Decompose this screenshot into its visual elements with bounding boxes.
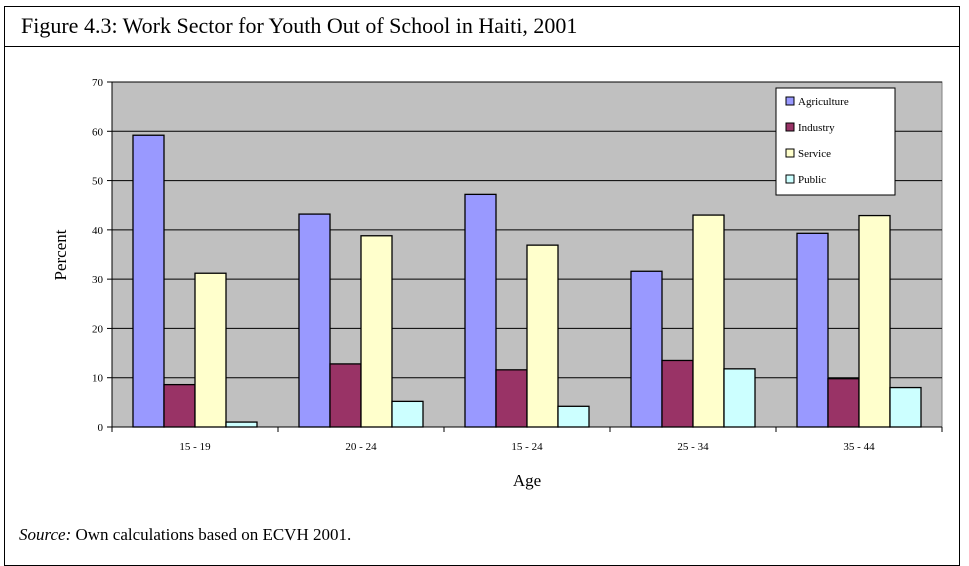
bar-industry [661, 359, 694, 428]
bar-industry [163, 383, 196, 428]
legend-label: Industry [798, 122, 835, 134]
legend-box [775, 87, 896, 196]
bar-agriculture [298, 213, 331, 428]
legend-swatch [785, 122, 795, 132]
legend-swatch [785, 148, 795, 158]
legend-swatch [785, 174, 795, 184]
bar-industry [495, 369, 528, 428]
x-tick-label: 25 - 34 [677, 441, 709, 453]
bar-public [391, 400, 424, 428]
x-tick-label: 35 - 44 [843, 441, 875, 453]
x-axis-label: Age [513, 471, 541, 490]
x-tick-label: 15 - 24 [511, 441, 543, 453]
x-axis: 15 - 19 20 - 24 15 - 24 25 - 34 35 - 44 [111, 426, 943, 453]
y-tick-label: 60 [92, 126, 104, 138]
bar-service [360, 235, 393, 428]
x-tick-label: 20 - 24 [345, 441, 377, 453]
bar-public [225, 421, 258, 428]
bar-service [858, 214, 891, 428]
bar-industry [329, 363, 362, 428]
y-tick-label: 50 [92, 176, 104, 188]
bar-agriculture [464, 193, 497, 428]
y-tick-label: 30 [92, 274, 104, 286]
bar-service [526, 244, 559, 428]
bar-agriculture [796, 232, 829, 428]
figure-title-bar: Figure 4.3: Work Sector for Youth Out of… [5, 7, 959, 47]
y-tick-label: 40 [92, 225, 104, 237]
legend-swatch [785, 96, 795, 106]
legend: Agriculture Industry Service Public [775, 87, 896, 196]
figure-title: Figure 4.3: Work Sector for Youth Out of… [21, 13, 578, 38]
legend-label: Public [798, 174, 826, 186]
x-tick-label: 15 - 19 [179, 441, 211, 453]
bar-industry [827, 378, 860, 428]
y-axis-label: Percent [51, 229, 70, 280]
y-tick-label: 20 [92, 323, 104, 335]
source-note: Source: Own calculations based on ECVH 2… [19, 525, 351, 545]
bar-public [889, 386, 922, 428]
source-text: Own calculations based on ECVH 2001. [71, 525, 352, 544]
legend-label: Agriculture [798, 96, 849, 108]
bar-public [557, 405, 590, 428]
y-axis: 0 10 20 30 40 50 60 70 [92, 77, 113, 434]
source-label: Source: [19, 525, 72, 544]
bar-service [194, 272, 227, 428]
bar-chart: 0 10 20 30 40 50 60 70 15 - 19 20 - 24 15 - 24 25 … [51, 77, 943, 490]
bar-agriculture [132, 134, 165, 428]
bars [132, 134, 922, 428]
bar-agriculture [630, 270, 663, 428]
bar-public [723, 368, 756, 428]
y-tick-label: 0 [98, 422, 104, 434]
legend-label: Service [798, 148, 831, 160]
y-tick-label: 10 [92, 373, 104, 385]
bar-service [692, 214, 725, 428]
y-tick-label: 70 [92, 77, 104, 89]
